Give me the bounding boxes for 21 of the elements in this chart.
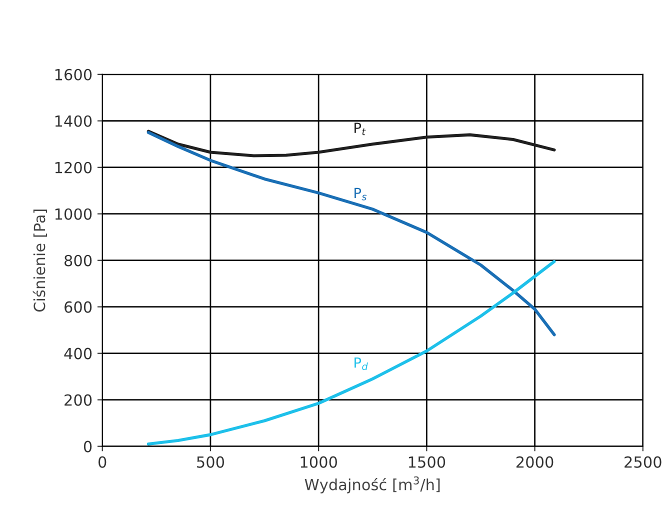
y-tick-label: 0 (84, 440, 92, 452)
y-tick-label: 400 (64, 348, 92, 360)
x-tick-label: 1000 (300, 456, 338, 468)
y-tick-label: 600 (64, 301, 92, 313)
series-label: P$_{d}$ (354, 358, 368, 370)
x-tick-label: 500 (197, 456, 224, 468)
x-axis-title: Wydajność [m$^{3}$/h] (304, 476, 440, 494)
x-tick-label: 2500 (624, 456, 662, 468)
x-tick-label: 0 (98, 456, 106, 468)
y-tick-label: 1600 (55, 68, 92, 80)
series-label: P$_{t}$ (354, 122, 366, 136)
x-tick-label: 1500 (408, 456, 446, 468)
y-axis-title: Ciśnienie [Pa] (32, 210, 48, 312)
x-tick-label: 2000 (516, 456, 554, 468)
line-series (146, 260, 556, 446)
y-tick-label: 1200 (55, 162, 92, 174)
series-label: P$_{s}$ (354, 188, 367, 200)
y-tick-label: 800 (64, 254, 92, 266)
y-tick-label: 1400 (55, 115, 92, 127)
y-tick-label: 1000 (55, 208, 92, 220)
y-tick-label: 200 (64, 394, 92, 406)
